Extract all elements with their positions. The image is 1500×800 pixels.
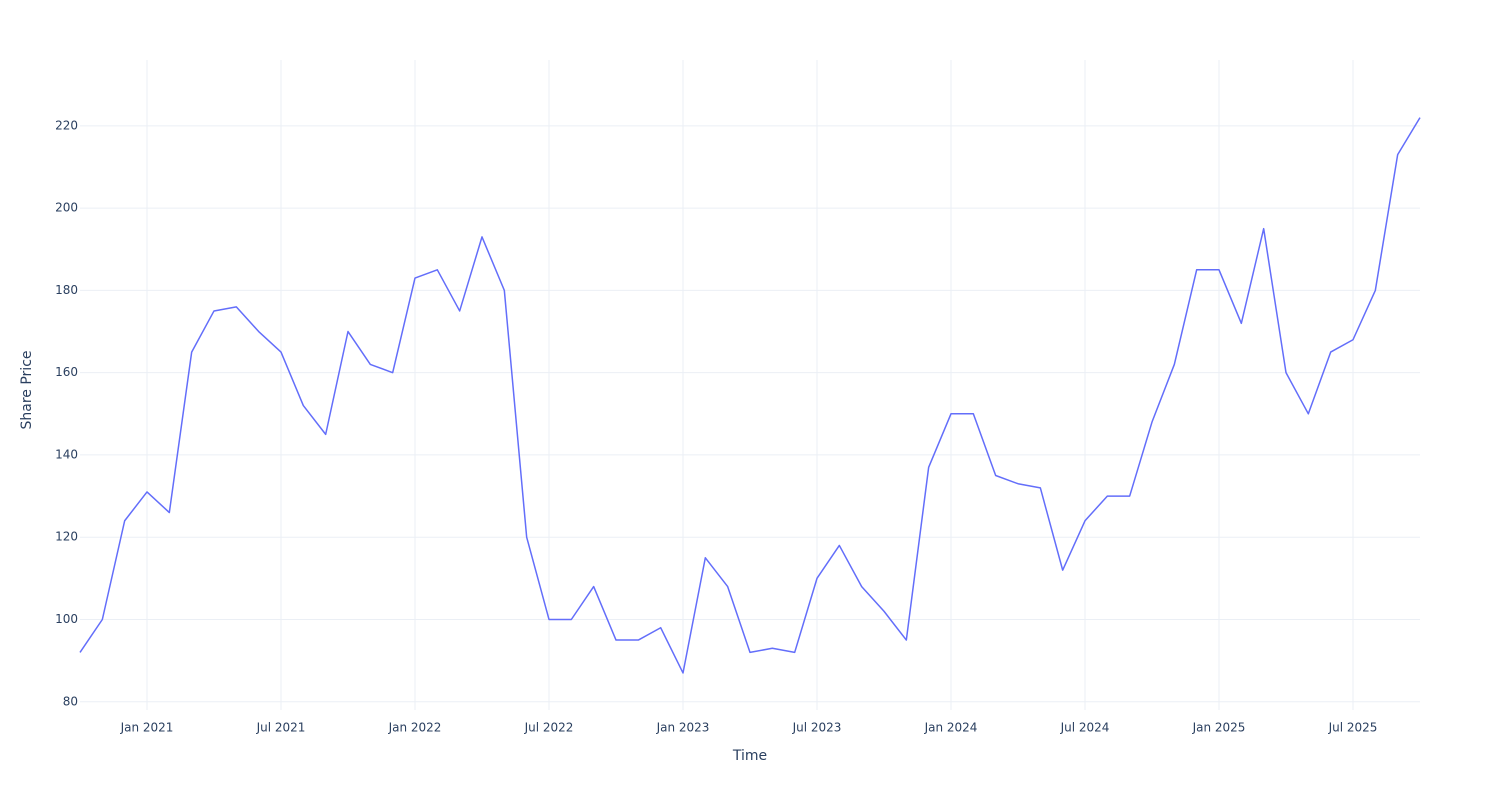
x-axis-title: Time [732,748,767,764]
line-series [79,117,1421,674]
y-tick-label: 120 [55,530,78,544]
x-tick-label: Jul 2022 [524,721,574,735]
y-tick-label: 100 [55,612,78,626]
x-tick-label: Jan 2024 [924,721,978,735]
y-tick-label: 220 [55,118,78,132]
y-tick-label: 80 [63,694,78,708]
x-tick-label: Jul 2025 [1328,721,1378,735]
x-tick-label: Jul 2021 [256,721,306,735]
x-tick-label: Jan 2023 [656,721,710,735]
x-tick-label: Jul 2024 [1060,721,1110,735]
y-tick-label: 200 [55,201,78,215]
x-tick-label: Jan 2025 [1192,721,1246,735]
y-axis-title: Share Price [19,350,35,429]
x-tick-label: Jan 2022 [388,721,442,735]
y-tick-label: 140 [55,447,78,461]
x-tick-label: Jan 2021 [120,721,174,735]
y-tick-label: 180 [55,283,78,297]
y-tick-label: 160 [55,365,78,379]
x-tick-label: Jul 2023 [792,721,842,735]
